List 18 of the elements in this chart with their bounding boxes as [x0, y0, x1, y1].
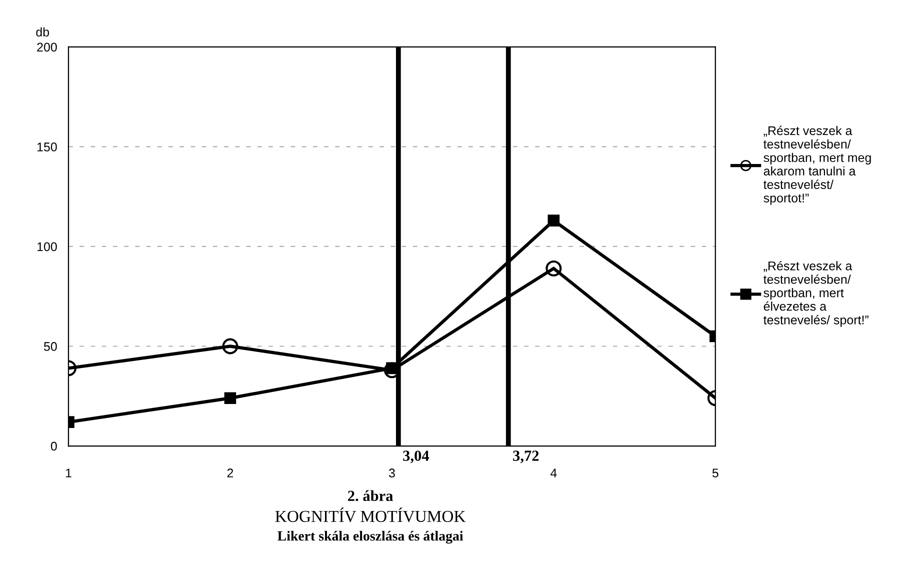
- y-tick-label: 100: [37, 242, 57, 252]
- y-tick-label: 200: [37, 42, 57, 52]
- x-tick-label: 2: [227, 468, 234, 478]
- x-tick-label: 4: [550, 468, 557, 478]
- x-tick-label: 1: [66, 468, 72, 478]
- x-tick-label: 3: [388, 468, 395, 478]
- text: 2. ábra: [348, 490, 393, 502]
- legend-label: „Részt veszek a testnevelésben/ sportban, mert élvezetes a testnevelés/ sport!”: [763, 261, 868, 327]
- y-axis-title: db: [36, 27, 50, 37]
- ref-line-label: 3,72: [513, 450, 539, 464]
- ref-line-label: 3,04: [403, 450, 430, 464]
- y-tick-label: 50: [44, 342, 57, 351]
- text: KOGNITÍV MOTÍVUMOK: [275, 508, 466, 522]
- y-tick-label: 0: [50, 442, 57, 451]
- text: Likert skála eloszlása és átlagai: [278, 530, 464, 544]
- x-tick-label: 5: [712, 468, 718, 478]
- legend-label: „Részt veszek a testnevelésben/ sportban, mert meg akarom tanulni a testnevelést/ sportot!”: [763, 126, 871, 205]
- y-tick-label: 150: [37, 142, 57, 152]
